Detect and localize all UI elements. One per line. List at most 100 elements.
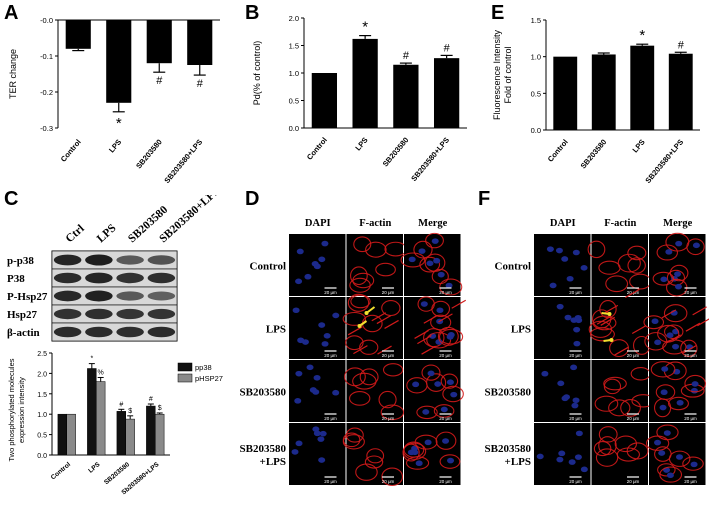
significance-mark: # bbox=[403, 50, 410, 62]
actin-fiber bbox=[348, 390, 371, 406]
panel-letter-a: A bbox=[4, 2, 19, 24]
actin-fiber bbox=[644, 332, 668, 351]
nucleus bbox=[437, 271, 445, 278]
scale-bar-label: 20 μm bbox=[569, 479, 582, 484]
actin-fiber bbox=[380, 404, 405, 421]
scale-bar-label: 20 μm bbox=[382, 479, 395, 484]
stress-fiber bbox=[666, 334, 681, 344]
row-label: Control bbox=[495, 261, 531, 273]
actin-fiber bbox=[659, 466, 683, 483]
chart-c-phosphorylation: Two phosphorylated molecules expression i… bbox=[7, 351, 223, 496]
x-tick-label: Control bbox=[50, 461, 72, 481]
blot-band bbox=[147, 308, 176, 320]
nucleus bbox=[691, 381, 699, 387]
panel-letter-f: F bbox=[478, 188, 491, 210]
stress-fiber bbox=[423, 314, 439, 324]
actin-fiber bbox=[353, 236, 372, 253]
nucleus bbox=[675, 454, 683, 460]
row-label: Control bbox=[250, 261, 286, 273]
legend-swatch bbox=[177, 362, 193, 372]
actin-fiber bbox=[365, 241, 387, 258]
actin-fiber bbox=[588, 320, 613, 338]
micrograph-factin bbox=[591, 423, 648, 485]
nucleus bbox=[556, 456, 564, 463]
actin-fiber bbox=[366, 448, 385, 464]
actin-fiber bbox=[352, 272, 375, 289]
nucleus bbox=[573, 340, 581, 347]
significance-mark: # bbox=[156, 75, 163, 87]
nucleus bbox=[304, 273, 312, 280]
nucleus bbox=[446, 379, 454, 385]
actin-fiber bbox=[620, 398, 641, 417]
bar-phsp27-2 bbox=[125, 418, 135, 456]
actin-fiber bbox=[438, 328, 464, 345]
significance-mark: # bbox=[444, 42, 451, 54]
nucleus bbox=[572, 249, 580, 256]
nucleus bbox=[434, 381, 442, 387]
scale-bar-label: 20 μm bbox=[324, 290, 337, 295]
nucleus bbox=[660, 389, 668, 396]
nucleus bbox=[318, 322, 326, 328]
actin-fiber bbox=[378, 390, 397, 409]
scale-bar-label: 20 μm bbox=[684, 416, 697, 421]
nucleus bbox=[676, 399, 684, 406]
nucleus bbox=[313, 374, 321, 381]
nucleus bbox=[666, 472, 674, 479]
nucleus bbox=[311, 261, 319, 267]
scale-bar-label: 20 μm bbox=[324, 479, 337, 484]
bar-pp38-2 bbox=[116, 411, 127, 456]
x-tick-label: SB203580+LPS bbox=[409, 136, 451, 183]
significance-mark: $ bbox=[128, 408, 132, 415]
nucleus bbox=[332, 389, 340, 396]
x-tick-label: LPS bbox=[631, 138, 647, 155]
actin-fiber bbox=[665, 232, 690, 252]
nucleus bbox=[672, 343, 680, 350]
nucleus bbox=[575, 430, 583, 437]
arrow-head-icon bbox=[357, 324, 362, 328]
stress-fiber bbox=[414, 329, 429, 339]
actin-fiber bbox=[413, 240, 433, 259]
nucleus bbox=[318, 256, 326, 263]
blot-row-label: Hsp27 bbox=[7, 309, 37, 321]
nucleus bbox=[294, 398, 302, 404]
y-axis-label: TER change bbox=[8, 49, 18, 99]
bar-sb203580-lps bbox=[433, 58, 460, 128]
y-tick-label: 1.0 bbox=[37, 412, 47, 419]
blot-band bbox=[116, 291, 144, 301]
blot-band bbox=[116, 308, 144, 320]
y-tick-label: 0.5 bbox=[531, 89, 541, 98]
significance-mark: # bbox=[678, 39, 685, 51]
actin-fiber bbox=[669, 264, 689, 282]
blot-band bbox=[53, 272, 82, 284]
nucleus bbox=[654, 439, 662, 446]
legend-label: pHSP27 bbox=[195, 374, 223, 383]
nucleus bbox=[568, 459, 576, 465]
y-tick-label: 1.0 bbox=[531, 53, 541, 62]
blot-band bbox=[85, 326, 113, 338]
blot-band bbox=[116, 326, 144, 338]
nucleus bbox=[674, 271, 682, 277]
significance-mark: # bbox=[197, 78, 204, 90]
actin-fiber bbox=[426, 373, 447, 392]
actin-fiber bbox=[656, 244, 679, 261]
stress-fiber bbox=[603, 304, 619, 314]
bar-phsp27-3 bbox=[155, 413, 165, 456]
scale-bar-label: 20 μm bbox=[569, 416, 582, 421]
actin-fiber bbox=[657, 463, 676, 477]
blot-band bbox=[147, 272, 176, 284]
y-tick-label: -0.2 bbox=[40, 88, 53, 97]
nucleus bbox=[422, 409, 430, 415]
panel-letter-b: B bbox=[245, 2, 260, 24]
stress-fiber bbox=[353, 345, 368, 355]
nucleus bbox=[435, 339, 443, 345]
actin-fiber bbox=[352, 372, 377, 390]
nucleus bbox=[408, 256, 416, 263]
nucleus bbox=[318, 457, 326, 463]
actin-fiber bbox=[439, 454, 461, 469]
actin-fiber bbox=[359, 368, 379, 386]
blot-band bbox=[85, 254, 113, 266]
actin-fiber bbox=[350, 266, 368, 286]
stress-fiber bbox=[596, 315, 612, 325]
nucleus bbox=[431, 238, 439, 244]
nucleus bbox=[561, 256, 569, 262]
